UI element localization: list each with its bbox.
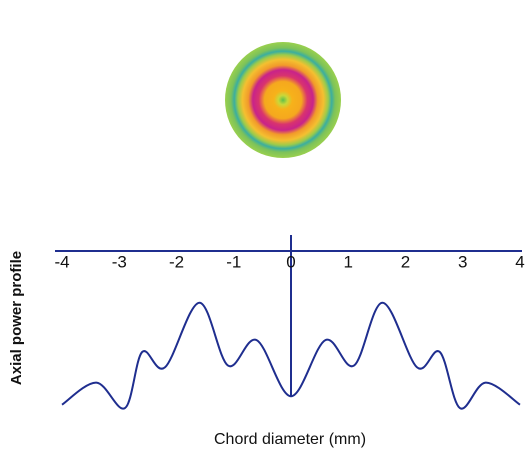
lens-power-map (225, 42, 341, 158)
x-tick-label: -2 (169, 252, 184, 271)
y-axis-label: Axial power profile (8, 251, 25, 385)
x-axis-label: Chord diameter (mm) (214, 431, 366, 448)
x-tick-label: 0 (286, 252, 295, 271)
x-tick-label: 3 (458, 252, 467, 271)
x-tick-label: 1 (344, 252, 353, 271)
x-tick-label: -3 (112, 252, 127, 271)
x-tick-label: 2 (401, 252, 410, 271)
x-tick-label: -1 (226, 252, 241, 271)
x-tick-label: 4 (515, 252, 524, 271)
page: {"chart_data": {"type": "line", "x_label… (0, 0, 525, 455)
x-tick-label: -4 (54, 252, 69, 271)
chart: Axial power profile Chord diameter (mm) … (0, 0, 525, 455)
